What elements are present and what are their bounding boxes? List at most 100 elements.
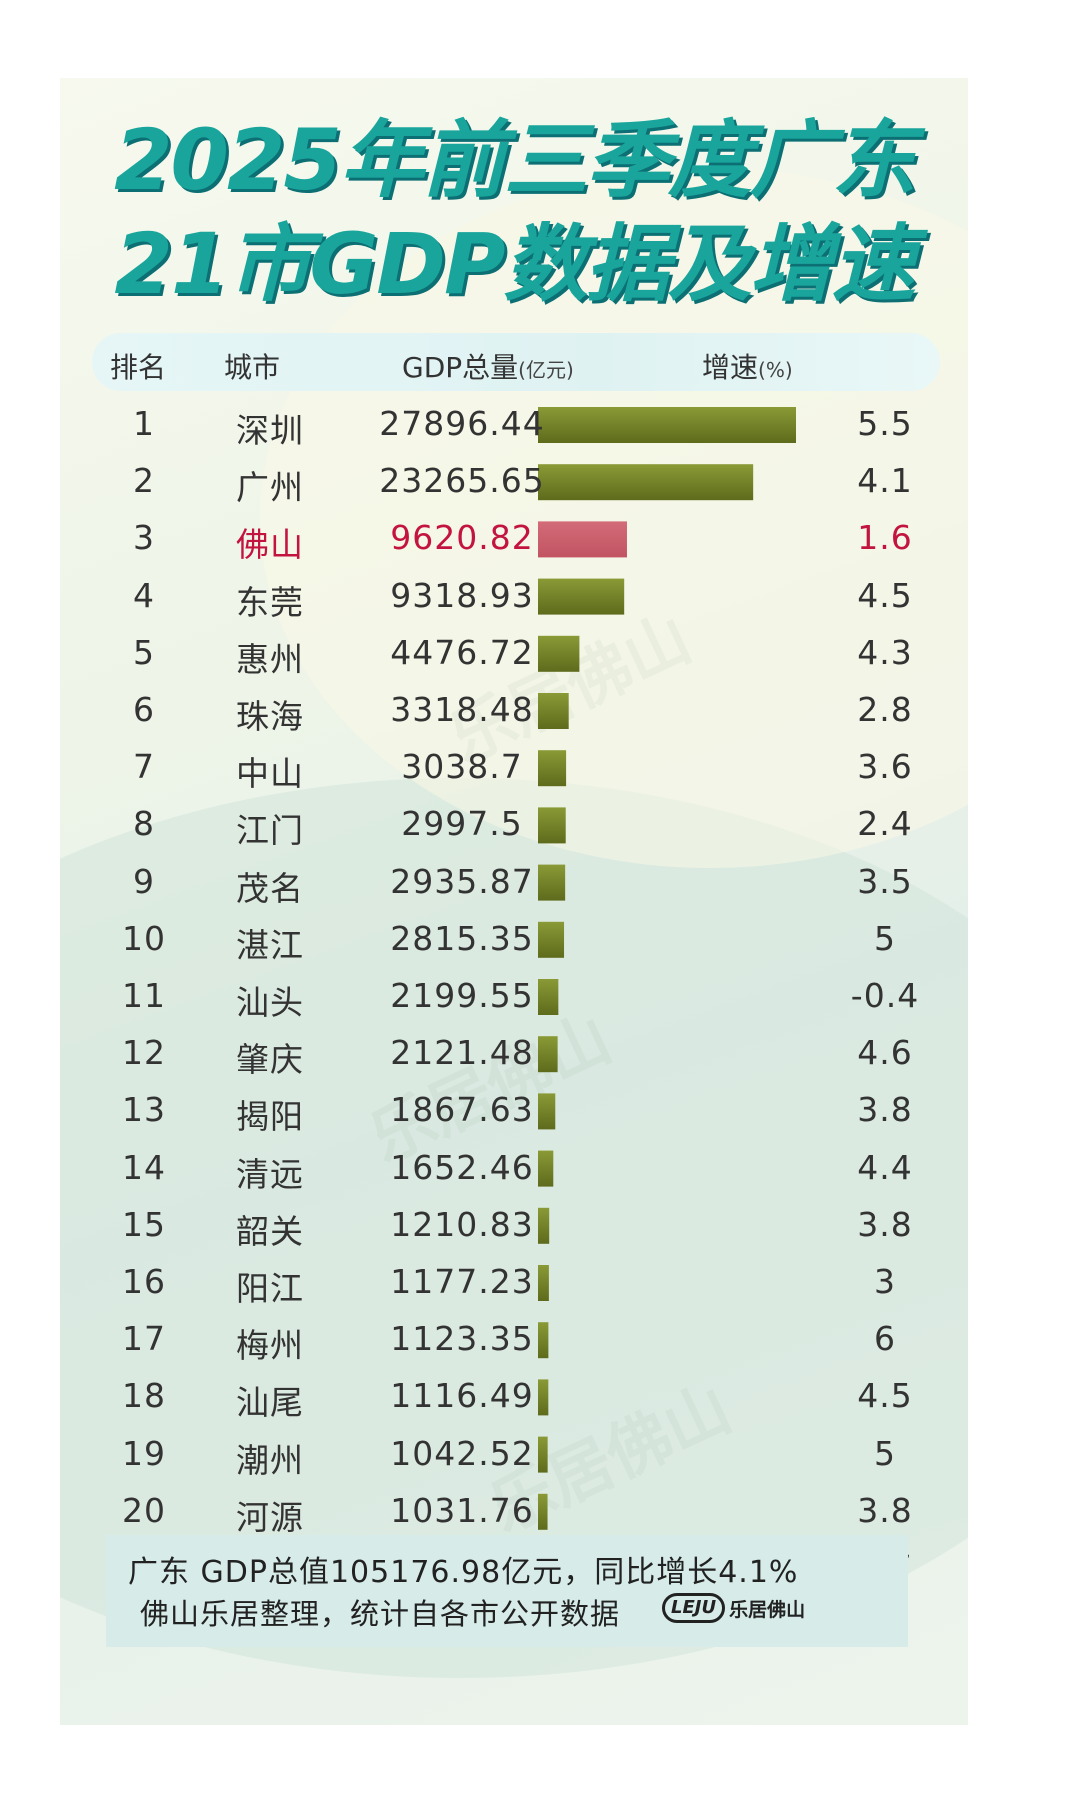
gdp-value-label: 27896.44 <box>379 404 545 443</box>
gdp-value-label: 9318.93 <box>390 575 534 615</box>
city-label: 湛江 <box>236 925 304 965</box>
rank-label: 3 <box>133 518 155 558</box>
rank-label: 17 <box>122 1319 166 1359</box>
rank-label: 9 <box>133 861 155 901</box>
gdp-bar-阳江 <box>538 1265 549 1301</box>
gdp-value-label: 2815.35 <box>390 918 534 958</box>
gdp-value-label: 1177.23 <box>390 1262 534 1301</box>
header-rank: 排名 <box>110 351 167 384</box>
gdp-value-label: 1867.63 <box>390 1090 534 1130</box>
gdp-bar-茂名 <box>538 864 566 901</box>
header-city: 城市 <box>224 351 281 384</box>
header-gdp: GDP总量(亿元) <box>402 351 574 384</box>
growth-value-label: 4.5 <box>857 1376 913 1416</box>
city-label: 深圳 <box>236 411 304 450</box>
growth-value-label: 5 <box>874 918 896 958</box>
gdp-bar-肇庆 <box>538 1036 558 1073</box>
growth-value-label: 4.5 <box>857 575 913 615</box>
gdp-bar-东莞 <box>538 578 625 615</box>
gdp-value-label: 4476.72 <box>390 632 534 672</box>
footer-total: 广东 GDP总值105176.98亿元，同比增长4.1% <box>128 1555 799 1590</box>
rank-label: 12 <box>122 1033 166 1073</box>
title-line-1: 2025年前三季度广东 <box>114 111 916 209</box>
city-label: 茂名 <box>236 868 304 908</box>
growth-value-label: 4.3 <box>857 632 913 672</box>
growth-value-label: -0.4 <box>850 976 920 1015</box>
rank-label: 10 <box>122 918 166 958</box>
city-label: 广州 <box>236 468 304 508</box>
gdp-value-label: 1652.46 <box>390 1147 534 1187</box>
rank-label: 2 <box>133 461 155 501</box>
rank-label: 13 <box>122 1090 166 1130</box>
footer-note: 广东 GDP总值105176.98亿元，同比增长4.1% 佛山乐居整理，统计自各… <box>106 1535 908 1647</box>
gdp-bar-韶关 <box>538 1207 550 1244</box>
growth-value-label: 2.8 <box>857 690 913 729</box>
rank-label: 14 <box>122 1147 166 1187</box>
growth-value-label: 1.6 <box>857 518 913 558</box>
gdp-value-label: 2935.87 <box>390 861 534 901</box>
gdp-bar-惠州 <box>538 635 580 672</box>
city-label: 韶关 <box>236 1211 304 1251</box>
city-label: 汕头 <box>236 983 304 1022</box>
rank-label: 4 <box>133 575 155 615</box>
table-header: 排名 城市 GDP总量(亿元) 增速(%) <box>92 333 940 391</box>
growth-value-label: 5 <box>874 1433 896 1473</box>
growth-value-label: 3 <box>874 1262 896 1301</box>
background-wave-light <box>260 168 968 868</box>
city-label: 中山 <box>236 754 304 794</box>
growth-value-label: 4.6 <box>857 1033 913 1073</box>
growth-value-label: 3.6 <box>857 747 913 787</box>
rank-label: 19 <box>122 1433 166 1473</box>
rank-label: 7 <box>133 747 155 787</box>
rank-label: 1 <box>133 404 155 443</box>
infographic-poster: 乐居佛山 乐居佛山 乐居佛山 2025年前三季度广东 21市GDP数据及增速 排… <box>60 78 968 1725</box>
growth-value-label: 3.5 <box>857 861 913 901</box>
gdp-value-label: 1042.52 <box>390 1433 534 1473</box>
growth-value-label: 3.8 <box>857 1204 913 1244</box>
gdp-bar-佛山 <box>538 521 627 558</box>
gdp-bar-潮州 <box>538 1436 548 1473</box>
gdp-value-label: 1116.49 <box>390 1376 534 1416</box>
city-label: 东莞 <box>236 582 304 622</box>
gdp-bar-湛江 <box>538 921 565 958</box>
gdp-value-label: 23265.65 <box>379 461 545 501</box>
growth-value-label: 2.4 <box>857 804 913 844</box>
rank-label: 18 <box>122 1376 166 1416</box>
gdp-bar-广州 <box>538 464 754 501</box>
city-label: 珠海 <box>236 697 304 736</box>
growth-value-label: 4.1 <box>857 461 913 501</box>
rank-label: 6 <box>133 690 155 729</box>
city-label: 清远 <box>236 1154 304 1194</box>
rank-label: 5 <box>133 632 155 672</box>
city-label: 佛山 <box>236 525 304 565</box>
gdp-bar-揭阳 <box>538 1093 556 1130</box>
city-label: 肇庆 <box>236 1040 304 1080</box>
gdp-bar-梅州 <box>538 1322 549 1359</box>
gdp-value-label: 3318.48 <box>390 690 534 729</box>
gdp-value-label: 2199.55 <box>390 976 534 1015</box>
gdp-bar-江门 <box>538 807 566 844</box>
gdp-bar-河源 <box>538 1493 548 1530</box>
leju-logo: LEJU 乐居佛山 <box>662 1593 805 1623</box>
rank-label: 8 <box>133 804 155 844</box>
leju-logo-badge: LEJU <box>662 1593 726 1623</box>
header-growth: 增速(%) <box>702 351 793 384</box>
gdp-bar-深圳 <box>538 407 796 443</box>
gdp-value-label: 9620.82 <box>390 518 534 558</box>
growth-value-label: 4.4 <box>857 1147 913 1187</box>
growth-value-label: 3.8 <box>857 1090 913 1130</box>
gdp-bar-清远 <box>538 1150 554 1187</box>
gdp-value-label: 2997.5 <box>401 804 523 844</box>
background-wave <box>60 778 968 1678</box>
city-label: 揭阳 <box>236 1097 304 1137</box>
city-label: 江门 <box>236 811 304 851</box>
gdp-value-label: 1123.35 <box>390 1319 534 1359</box>
gdp-value-label: 1210.83 <box>390 1204 534 1244</box>
growth-value-label: 5.5 <box>857 404 913 443</box>
city-label: 河源 <box>236 1497 304 1537</box>
gdp-bar-珠海 <box>538 693 569 729</box>
rank-label: 11 <box>122 976 166 1015</box>
gdp-value-label: 2121.48 <box>390 1033 534 1073</box>
footer-source: 佛山乐居整理，统计自各市公开数据 <box>140 1597 621 1631</box>
gdp-value-label: 1031.76 <box>390 1490 534 1530</box>
